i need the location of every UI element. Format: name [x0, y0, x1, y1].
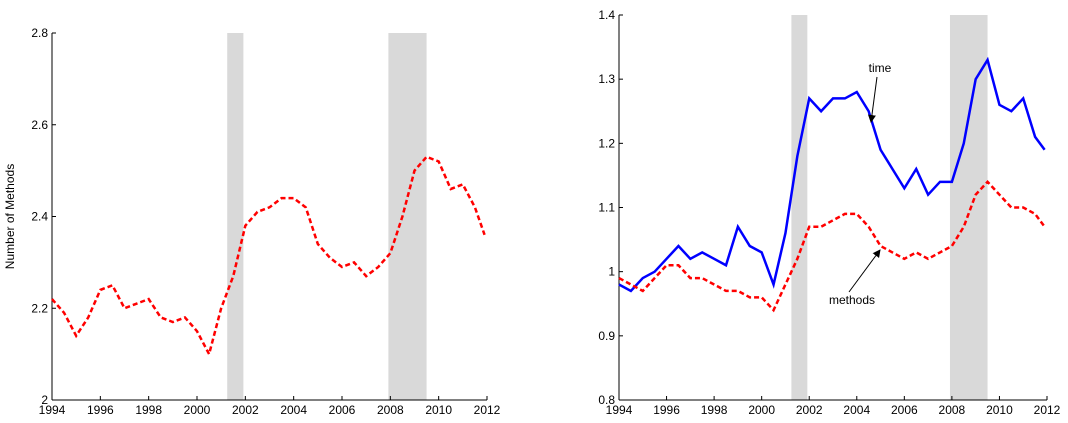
- y-tick-label: 1: [608, 265, 615, 279]
- x-tick-label: 2000: [748, 403, 775, 417]
- series-line: [618, 56, 1046, 293]
- x-tick-label: 2000: [184, 403, 211, 417]
- x-tick-label: 1998: [135, 403, 162, 417]
- x-tick-label: 2002: [232, 403, 259, 417]
- x-tick-label: 2010: [425, 403, 452, 417]
- x-tick-label: 2002: [796, 403, 823, 417]
- x-tick-label: 1994: [606, 403, 633, 417]
- x-tick-label: 2010: [986, 403, 1013, 417]
- series-annotation: time: [869, 61, 892, 75]
- y-tick-label: 2.8: [31, 26, 48, 40]
- recession-band: [791, 15, 808, 400]
- x-tick-label: 1996: [653, 403, 680, 417]
- x-tick-label: 1998: [701, 403, 728, 417]
- recession-band: [388, 33, 427, 400]
- x-tick-label: 2012: [474, 403, 501, 417]
- x-tick-label: 2004: [280, 403, 307, 417]
- x-tick-label: 2008: [939, 403, 966, 417]
- recession-band: [227, 33, 244, 400]
- annotation-arrow: [867, 76, 878, 123]
- x-tick-label: 1994: [39, 403, 66, 417]
- x-tick-label: 2012: [1034, 403, 1061, 417]
- x-tick-label: 2006: [891, 403, 918, 417]
- y-tick-label: 2: [41, 393, 48, 407]
- y-tick-label: 2.4: [31, 210, 48, 224]
- y-tick-label: 1.2: [598, 136, 615, 150]
- recession-band: [949, 15, 988, 400]
- y-tick-label: 1.3: [598, 72, 615, 86]
- x-tick-label: 2006: [329, 403, 356, 417]
- series-line: [51, 155, 486, 358]
- y-tick-label: 1.4: [598, 8, 615, 22]
- series-annotation: methods: [829, 293, 875, 307]
- y-tick-label: 0.9: [598, 329, 615, 343]
- y-tick-label: 2.6: [31, 118, 48, 132]
- y-axis-label: Number of Methods: [3, 164, 17, 269]
- x-tick-label: 1996: [87, 403, 114, 417]
- x-tick-label: 2004: [843, 403, 870, 417]
- annotation-arrow: [848, 249, 881, 293]
- y-tick-label: 0.8: [598, 393, 615, 407]
- series-line: [618, 179, 1046, 313]
- x-tick-label: 2008: [377, 403, 404, 417]
- y-tick-label: 1.1: [598, 201, 615, 215]
- y-tick-label: 2.2: [31, 301, 48, 315]
